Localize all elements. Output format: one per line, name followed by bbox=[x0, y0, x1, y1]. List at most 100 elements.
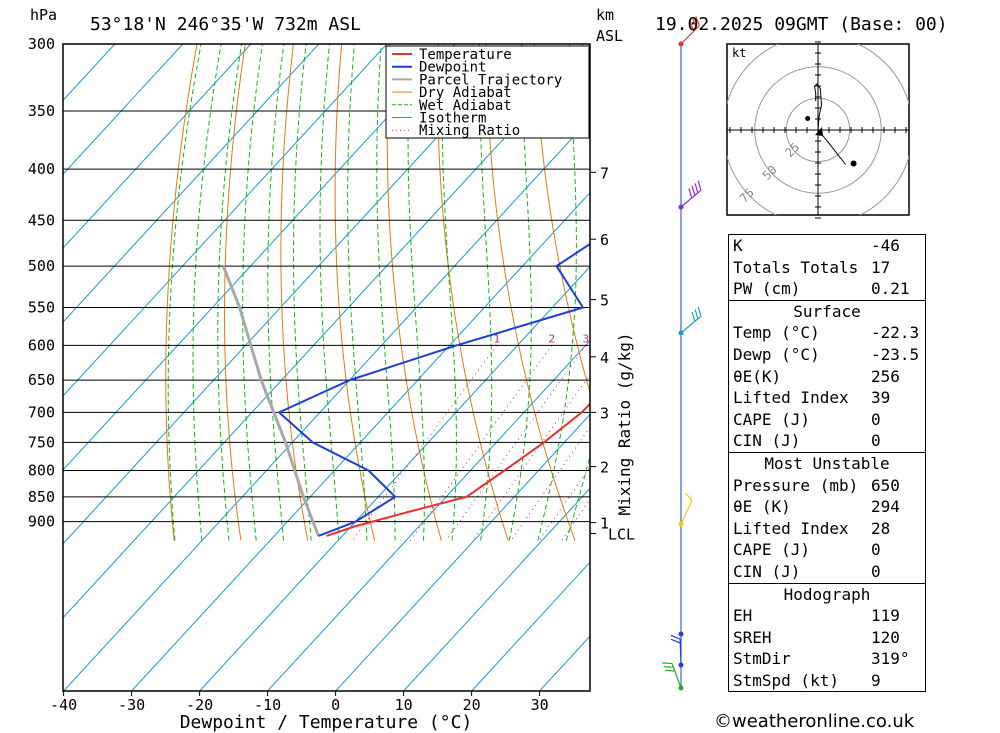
mixing-ratio-label: 6 bbox=[644, 332, 651, 345]
dry-adiabat-line bbox=[533, 44, 590, 394]
lcl-label: LCL bbox=[608, 526, 635, 544]
wind-barb bbox=[680, 306, 702, 334]
stat-row: Lifted Index 28 bbox=[729, 518, 925, 540]
wind-barb bbox=[680, 492, 693, 525]
pressure-tick-label: 800 bbox=[28, 461, 55, 479]
indices-box: K -46 Totals Totals 17 PW (cm) 0.21 bbox=[728, 234, 926, 300]
stat-row: θE(K) 256 bbox=[729, 366, 925, 388]
stat-row: Temp (°C) -22.3 bbox=[729, 322, 925, 344]
dry-adiabat-line bbox=[165, 44, 198, 541]
stat-label: Lifted Index bbox=[733, 518, 849, 538]
legend-entry: Mixing Ratio bbox=[419, 123, 520, 139]
isotherm-line bbox=[63, 44, 590, 619]
asl-unit-label: ASL bbox=[596, 27, 623, 45]
wind-profile bbox=[662, 16, 702, 691]
dry-adiabat-line bbox=[485, 44, 576, 541]
isotherm-line bbox=[131, 192, 590, 691]
stat-label: EH bbox=[733, 606, 753, 626]
stat-label: SREH bbox=[733, 627, 772, 647]
stat-label: Pressure (mb) bbox=[733, 475, 859, 495]
km-tick-label: 7 bbox=[600, 164, 609, 182]
hpa-unit-label: hPa bbox=[30, 6, 57, 24]
x-tick-label: -10 bbox=[254, 696, 281, 714]
stat-value: 0 bbox=[871, 561, 881, 581]
stat-label: θE (K) bbox=[733, 497, 791, 517]
mixing-ratio-label: 2 bbox=[549, 332, 556, 345]
x-tick-label: -30 bbox=[118, 696, 145, 714]
chart-grid: 1 2 3 4 6 8 10 15 20 25 bbox=[63, 44, 1000, 691]
stat-row: CIN (J) 0 bbox=[729, 561, 925, 583]
stat-row: CAPE (J) 0 bbox=[729, 409, 925, 431]
stat-value: 0 bbox=[871, 431, 881, 451]
most-unstable-title: Most Unstable bbox=[764, 453, 890, 473]
stat-value: 319° bbox=[871, 649, 910, 669]
mixing-ratio-line bbox=[352, 345, 498, 541]
pressure-tick-label: 300 bbox=[28, 35, 55, 53]
mixing-ratio-label: 1 bbox=[493, 332, 500, 345]
km-tick-label: 1 bbox=[600, 515, 609, 533]
dry-adiabat-line bbox=[334, 44, 376, 541]
copyright-footer: ©weatheronline.co.uk bbox=[714, 711, 915, 732]
pressure-tick-label: 350 bbox=[28, 102, 55, 120]
mixing-ratio-line bbox=[409, 345, 553, 541]
dry-adiabat-line bbox=[920, 44, 1000, 541]
stat-value: -46 bbox=[871, 236, 900, 255]
parcel-trajectory-series bbox=[221, 265, 320, 537]
wet-adiabat-line bbox=[217, 44, 243, 541]
stat-value: 17 bbox=[871, 257, 891, 277]
stat-value: 294 bbox=[871, 497, 900, 517]
mixing-ratio-label: 10 bbox=[689, 332, 702, 345]
stat-label: StmDir bbox=[733, 649, 791, 669]
stat-value: 650 bbox=[871, 475, 900, 495]
stat-label: CIN (J) bbox=[733, 561, 801, 581]
stat-row: EH 119 bbox=[729, 605, 925, 627]
stat-value: 39 bbox=[871, 388, 891, 408]
stats-panel: K -46 Totals Totals 17 PW (cm) 0.21 Surface T… bbox=[728, 234, 926, 693]
stat-label: Dewp (°C) bbox=[733, 344, 820, 364]
wet-adiabat-line bbox=[293, 44, 312, 541]
isotherm-line bbox=[335, 413, 590, 691]
pressure-tick-label: 900 bbox=[28, 513, 55, 531]
stat-value: -23.5 bbox=[871, 344, 920, 364]
mixing-ratio-label: 3 bbox=[583, 332, 590, 345]
stat-value: 28 bbox=[871, 518, 891, 538]
chart-profiles bbox=[221, 82, 590, 537]
hodograph-stats-title: Hodograph bbox=[783, 584, 871, 604]
isotherm-line bbox=[63, 44, 388, 397]
x-axis-title: Dewpoint / Temperature (°C) bbox=[180, 712, 473, 733]
legend-entry: Parcel Trajectory bbox=[419, 72, 562, 88]
stat-label: Temp (°C) bbox=[733, 323, 820, 343]
wind-barb bbox=[670, 634, 682, 666]
stat-label: K bbox=[733, 236, 743, 255]
pressure-tick-label: 850 bbox=[28, 488, 55, 506]
isotherm-line bbox=[267, 339, 590, 691]
datetime-title: 19.02.2025 09GMT (Base: 00) bbox=[655, 14, 948, 35]
wet-adiabat-line bbox=[192, 44, 222, 541]
dry-adiabat-line bbox=[386, 44, 442, 541]
wet-adiabat-line bbox=[319, 44, 340, 541]
stat-row: θE (K) 294 bbox=[729, 496, 925, 518]
x-tick-label: 0 bbox=[331, 696, 340, 714]
isotherm-line bbox=[63, 44, 252, 249]
stat-row: Pressure (mb) 650 bbox=[729, 475, 925, 497]
isotherm-line bbox=[63, 44, 456, 471]
mixing-ratio-label: 8 bbox=[671, 332, 678, 345]
hodograph-end-dot bbox=[850, 160, 857, 167]
stat-label: CIN (J) bbox=[733, 431, 801, 451]
storm-motion-marker bbox=[815, 127, 823, 136]
stat-value: 9 bbox=[871, 670, 881, 690]
dry-adiabat-line bbox=[437, 44, 509, 541]
stat-row: StmSpd (kt) 9 bbox=[729, 670, 925, 692]
x-tick-label: 30 bbox=[531, 696, 549, 714]
stat-value: 0 bbox=[871, 540, 881, 560]
wet-adiabat-line bbox=[242, 44, 263, 541]
pressure-tick-label: 450 bbox=[28, 211, 55, 229]
km-tick-label: 2 bbox=[600, 459, 609, 477]
km-unit-label: km bbox=[596, 6, 614, 24]
stat-row: Dewp (°C) -23.5 bbox=[729, 344, 925, 366]
stat-label: Lifted Index bbox=[733, 388, 849, 408]
legend-entry: Dewpoint bbox=[419, 60, 486, 76]
stat-row: K -46 bbox=[729, 235, 925, 257]
